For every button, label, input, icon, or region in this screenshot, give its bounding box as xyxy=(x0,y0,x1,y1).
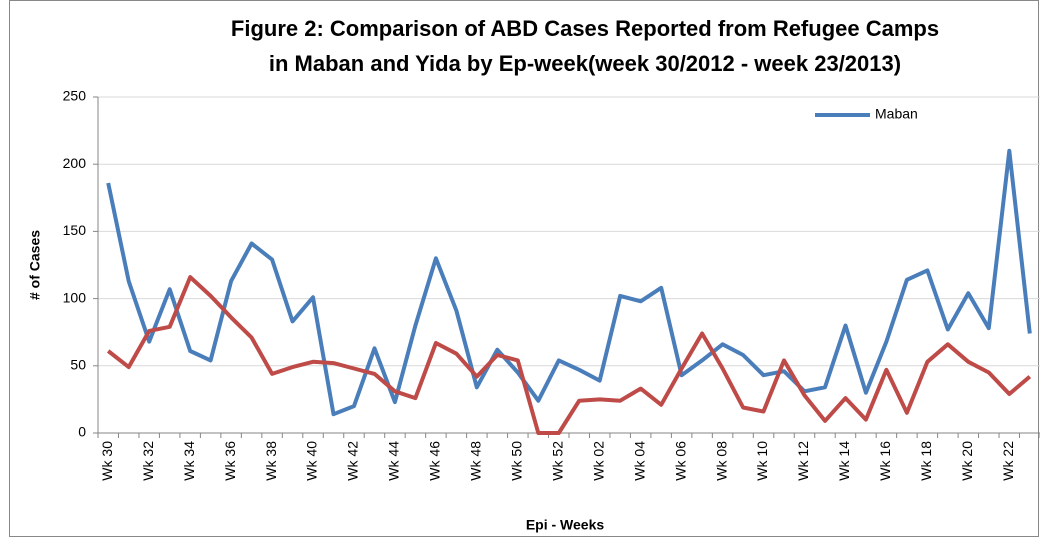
x-tick-label: Wk 08 xyxy=(713,441,729,481)
x-tick-label: Wk 14 xyxy=(836,441,852,481)
series-line xyxy=(106,148,1032,417)
x-tick-label: Wk 52 xyxy=(549,441,565,481)
y-tick-label: 150 xyxy=(63,222,87,238)
y-tick-label: 0 xyxy=(78,424,86,440)
x-tick-label: Wk 40 xyxy=(304,441,320,481)
chart-border xyxy=(9,0,1039,537)
y-axis-title: # of Cases xyxy=(27,230,43,300)
y-tick-label: 200 xyxy=(63,155,87,171)
x-tick-label: Wk 20 xyxy=(959,441,975,481)
chart-title: Figure 2: Comparison of ABD Cases Report… xyxy=(231,16,939,41)
x-tick-label: Wk 06 xyxy=(672,441,688,481)
x-tick-label: Wk 50 xyxy=(509,441,525,481)
x-tick-label: Wk 38 xyxy=(263,441,279,481)
x-tick-label: Wk 42 xyxy=(345,441,361,481)
y-tick-label: 100 xyxy=(63,289,87,305)
x-tick-label: Wk 12 xyxy=(795,441,811,481)
series-line xyxy=(106,275,1032,435)
x-tick-label: Wk 34 xyxy=(181,441,197,481)
y-tick-label: 50 xyxy=(70,357,86,373)
x-tick-label: Wk 22 xyxy=(1000,441,1016,481)
x-tick-label: Wk 46 xyxy=(427,441,443,481)
y-tick-label: 250 xyxy=(63,88,87,104)
x-tick-label: Wk 18 xyxy=(918,441,934,481)
x-tick-label: Wk 30 xyxy=(99,441,115,481)
x-axis-title: Epi - Weeks xyxy=(526,517,605,533)
x-tick-label: Wk 04 xyxy=(631,441,647,481)
x-tick-label: Wk 32 xyxy=(140,441,156,481)
chart-title: in Maban and Yida by Ep-week(week 30/201… xyxy=(269,51,901,76)
x-tick-label: Wk 48 xyxy=(468,441,484,481)
x-tick-label: Wk 36 xyxy=(222,441,238,481)
x-tick-label: Wk 10 xyxy=(754,441,770,481)
x-tick-label: Wk 44 xyxy=(386,441,402,481)
legend-label: Maban xyxy=(875,106,918,122)
x-tick-label: Wk 16 xyxy=(877,441,893,481)
x-tick-label: Wk 02 xyxy=(590,441,606,481)
